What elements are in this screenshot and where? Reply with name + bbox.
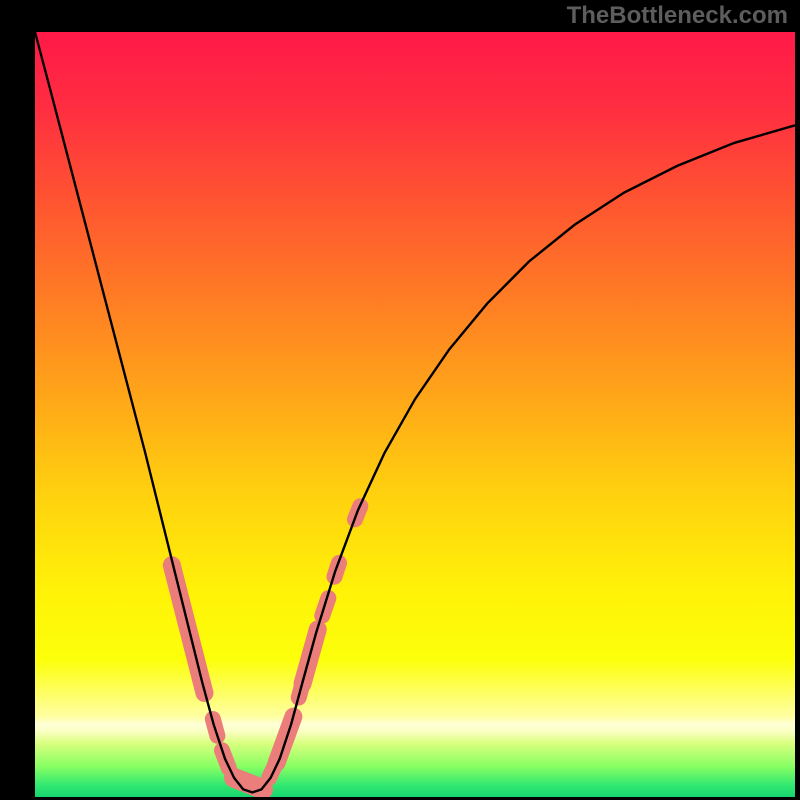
curve-layer (35, 32, 795, 797)
chart-stage: TheBottleneck.com (0, 0, 800, 800)
bottleneck-curve (35, 32, 795, 792)
marker-cluster-group (172, 506, 360, 789)
watermark-text: TheBottleneck.com (567, 2, 788, 30)
plot-area (35, 32, 795, 797)
